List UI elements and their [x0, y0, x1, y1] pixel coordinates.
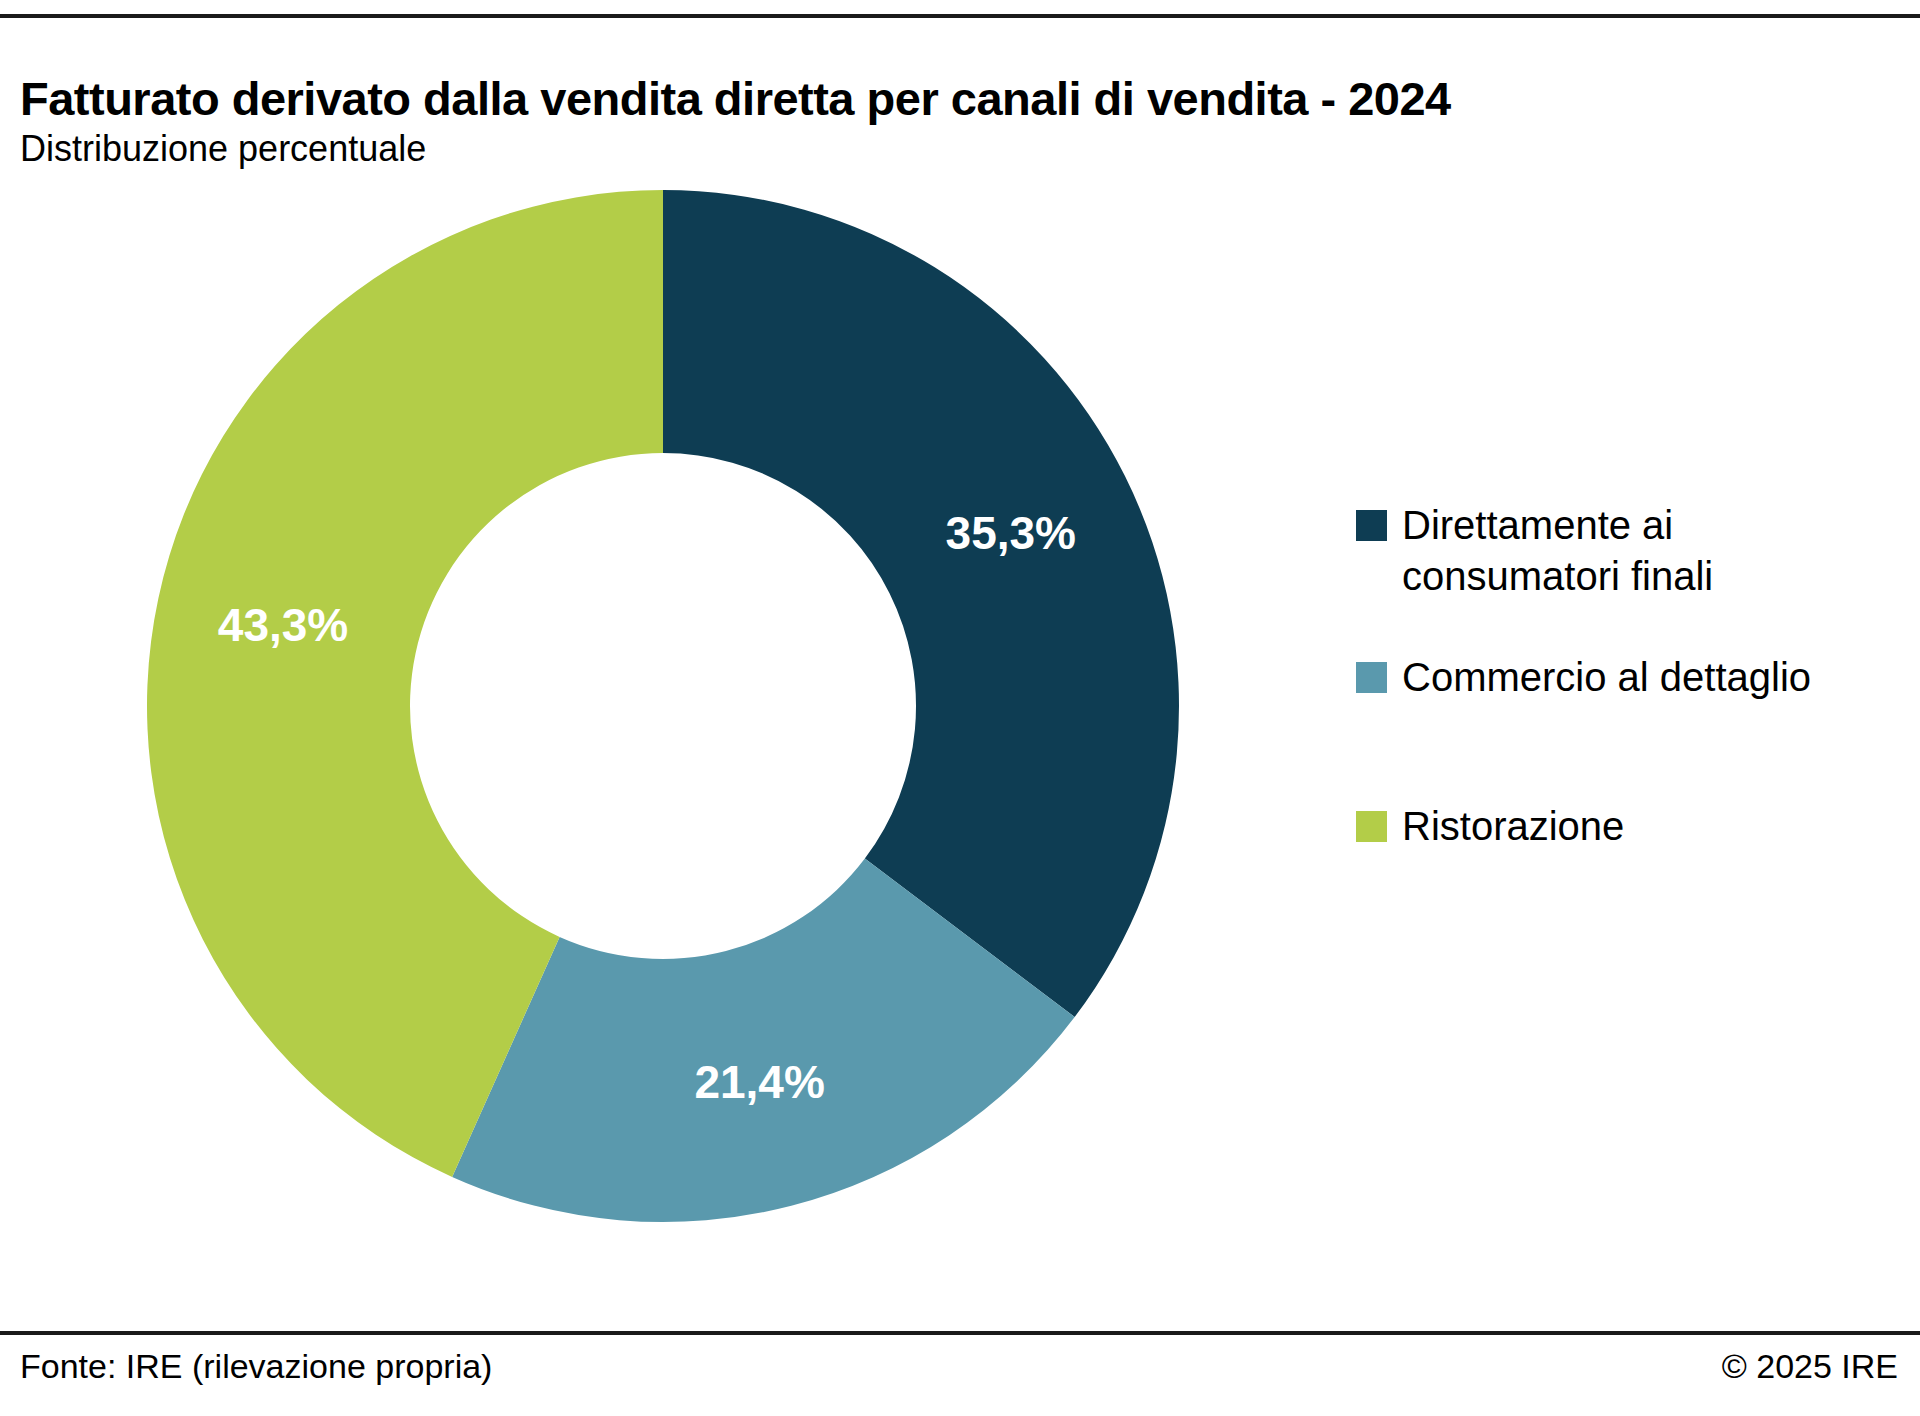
legend-label: Commercio al dettaglio: [1402, 652, 1902, 703]
legend-item-commercio: Commercio al dettaglio: [1356, 652, 1902, 703]
legend-label: Direttamente ai consumatori finali: [1402, 500, 1902, 602]
copyright-note: © 2025 IRE: [1722, 1347, 1898, 1386]
chart-subtitle: Distribuzione percentuale: [20, 128, 426, 170]
legend-item-direttamente: Direttamente ai consumatori finali: [1356, 500, 1902, 602]
legend-swatch-ristorazione: [1356, 811, 1387, 842]
donut-svg: 35,3% 21,4% 43,3%: [133, 176, 1193, 1236]
chart-title: Fatturato derivato dalla vendita diretta…: [20, 71, 1451, 126]
donut-slice-0: [663, 190, 1179, 1017]
donut-slices: [147, 190, 1179, 1222]
legend-label: Ristorazione: [1402, 801, 1902, 852]
legend-swatch-commercio: [1356, 662, 1387, 693]
legend-swatch-direttamente: [1356, 510, 1387, 541]
slice-value-label-1: 21,4%: [694, 1056, 824, 1108]
source-note: Fonte: IRE (rilevazione propria): [20, 1347, 492, 1386]
top-rule: [0, 14, 1920, 18]
slice-value-label-0: 35,3%: [946, 507, 1076, 559]
bottom-rule: [0, 1331, 1920, 1335]
donut-chart: 35,3% 21,4% 43,3%: [133, 176, 1193, 1236]
legend-item-ristorazione: Ristorazione: [1356, 801, 1902, 852]
slice-value-label-2: 43,3%: [218, 599, 348, 651]
